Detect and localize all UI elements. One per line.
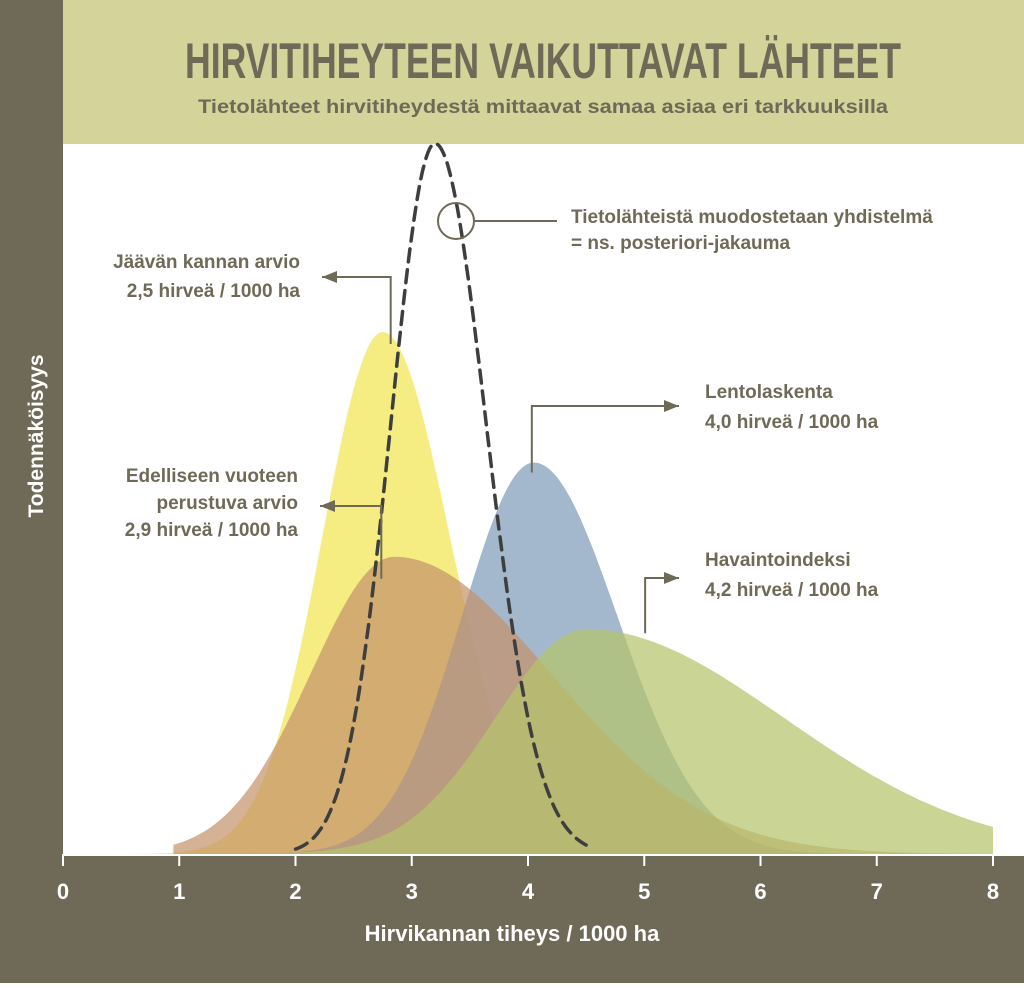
posterior-dashed-line — [293, 141, 588, 851]
yellow-annotation-leader — [322, 276, 392, 344]
green-annotation-leader — [644, 577, 679, 634]
x-tick-label: 7 — [871, 879, 883, 904]
green-annotation-arrowhead — [664, 572, 679, 584]
header-band — [63, 0, 1024, 144]
blue-annotation-label: Lentolaskenta 4,0 hirveä / 1000 ha — [705, 382, 879, 433]
chart-title: HIRVITIHEYTEEN VAIKUTTAVAT LÄHTEET — [185, 33, 901, 89]
x-axis-label: Hirvikannan tiheys / 1000 ha — [365, 921, 660, 946]
density-area-brown — [173, 556, 993, 854]
brown-annotation-arrowhead — [320, 500, 335, 512]
posterior-annotation-label: Tietolähteistä muodostetaan yhdistelmä = … — [571, 207, 933, 254]
blue-annotation-leader — [530, 405, 679, 473]
x-tick-label: 3 — [406, 879, 418, 904]
annotations: Jäävän kannan arvio 2,5 hirveä / 1000 ha E… — [113, 202, 933, 634]
x-axis: 0 1 2 3 4 5 6 7 8 — [57, 854, 1024, 904]
x-tick-label: 5 — [638, 879, 650, 904]
yellow-annotation-arrowhead — [322, 271, 337, 283]
x-tick-label: 6 — [754, 879, 766, 904]
x-tick-label: 8 — [987, 879, 999, 904]
yellow-annotation-label: Jäävän kannan arvio 2,5 hirveä / 1000 ha — [113, 252, 300, 302]
frame-left — [0, 0, 63, 983]
density-curves — [103, 141, 994, 855]
x-tick-label: 2 — [289, 879, 301, 904]
x-tick-label: 4 — [522, 879, 535, 904]
blue-annotation-arrowhead — [664, 400, 679, 412]
brown-annotation-leader — [320, 505, 383, 579]
chart-subtitle: Tietolähteet hirvitiheydestä mittaavat s… — [198, 97, 888, 118]
frame-bottom — [0, 854, 1024, 983]
brown-annotation-label: Edelliseen vuoteen perustuva arvio 2,9 hir… — [125, 466, 299, 541]
x-tick-label: 1 — [173, 879, 185, 904]
green-annotation-label: Havaintoindeksi 4,2 hirveä / 1000 ha — [705, 550, 879, 601]
x-tick-label: 0 — [57, 879, 69, 904]
density-area-green — [254, 629, 994, 854]
y-axis-label: Todennäköisyys — [25, 355, 48, 518]
